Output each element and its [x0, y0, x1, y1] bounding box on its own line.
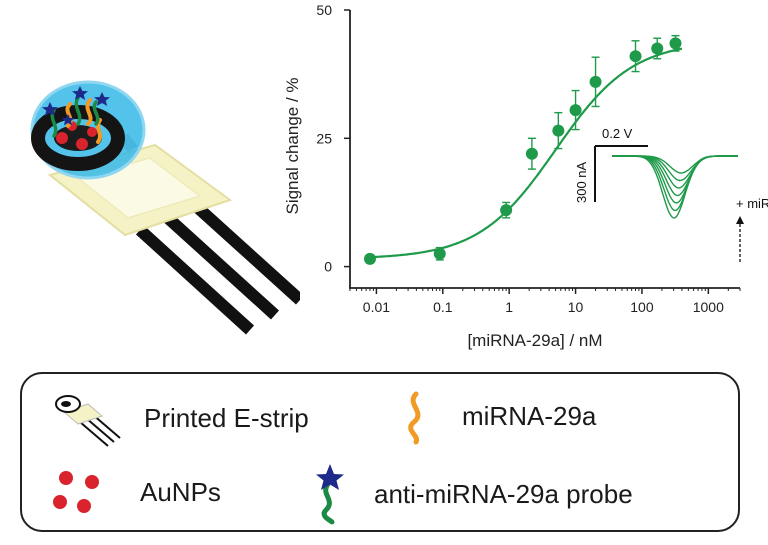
data-point [500, 204, 513, 217]
legend-item-aunps: AuNPs [44, 462, 221, 522]
data-point [569, 104, 582, 117]
inset-voltammogram-curve [612, 155, 738, 204]
x-tick-label: 100 [630, 299, 654, 315]
data-point [433, 247, 446, 260]
x-tick-label: 1 [505, 299, 513, 315]
probe-icon [316, 464, 344, 525]
x-tick-label: 10 [568, 299, 584, 315]
sensor-strip-illustration [30, 80, 300, 335]
data-point [552, 124, 565, 137]
inset-arrow-head [736, 216, 744, 224]
legend-item-probe: anti-miRNA-29a probe [300, 462, 633, 526]
x-axis-title: [miRNA-29a] / nM [467, 331, 602, 350]
probe-stars [42, 86, 110, 126]
data-point [669, 37, 682, 50]
legend-label-mirna: miRNA-29a [462, 400, 597, 431]
data-point [651, 42, 664, 55]
data-point [363, 252, 376, 265]
inset-voltammogram-curve [612, 155, 738, 189]
gold-nanoparticles-icon [53, 471, 99, 513]
y-tick-label: 50 [316, 2, 332, 18]
voltammogram-inset: 0.2 V 300 nA + miRNA [574, 126, 768, 262]
gold-nanoparticles [56, 121, 97, 150]
y-tick-label: 0 [324, 259, 332, 275]
legend-label-aunps: AuNPs [140, 476, 221, 507]
data-point [525, 147, 538, 160]
x-tick-label: 0.01 [363, 299, 390, 315]
electrode-leads [135, 201, 300, 335]
x-tick-label: 1000 [693, 299, 724, 315]
inset-voltammogram-curve [612, 155, 738, 197]
data-point [589, 75, 602, 88]
legend-box: Printed E-strip miRNA-29a AuNPs anti-miR… [20, 372, 740, 532]
inset-voltammogram-curve [612, 155, 738, 174]
inset-current-scale-label: 300 nA [574, 161, 589, 203]
inset-voltammogram-curves [612, 155, 738, 219]
y-tick-label: 25 [316, 130, 332, 146]
fit-curve [369, 47, 683, 259]
y-axis-title: Signal change / % [283, 77, 302, 214]
x-tick-label: 0.1 [433, 299, 453, 315]
inset-voltammogram-curve [612, 155, 738, 182]
plot-area: 0 25 50 0.01 0.1 1 10 100 1000 [316, 2, 741, 315]
mirna-strand-icon [408, 391, 421, 445]
inset-voltage-scale-label: 0.2 V [602, 126, 633, 141]
printed-strip-icon [55, 395, 121, 447]
legend-item-printed-strip: Printed E-strip [50, 388, 309, 448]
inset-annotation: + miRNA [736, 196, 768, 211]
legend-item-mirna: miRNA-29a [394, 386, 596, 446]
data-point [629, 50, 642, 63]
legend-label-printed-strip: Printed E-strip [144, 402, 309, 433]
signal-change-chart: 0 25 50 0.01 0.1 1 10 100 1000 Signal change / %… [283, 2, 768, 350]
legend-label-probe: anti-miRNA-29a probe [374, 478, 633, 509]
